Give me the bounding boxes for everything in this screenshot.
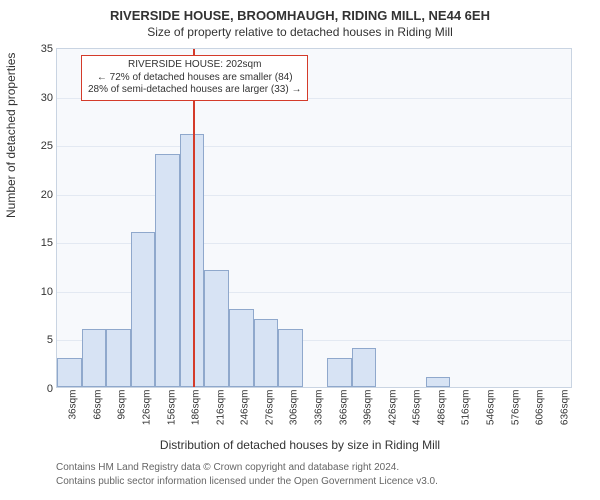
x-tick-label: 246sqm (240, 390, 251, 426)
x-tick-label: 636sqm (559, 390, 570, 426)
footer-copyright-1: Contains HM Land Registry data © Crown c… (56, 462, 399, 473)
x-tick-label: 486sqm (436, 390, 447, 426)
plot-area: 0510152025303536sqm66sqm96sqm126sqm156sq… (56, 48, 572, 388)
histogram-bar (254, 319, 279, 387)
histogram-bar (278, 329, 303, 387)
histogram-bar (327, 358, 352, 387)
y-axis-label: Number of detached properties (4, 53, 18, 218)
x-tick-label: 306sqm (289, 390, 300, 426)
x-tick-label: 126sqm (142, 390, 153, 426)
x-tick-label: 276sqm (264, 390, 275, 426)
y-tick-label: 0 (27, 383, 53, 395)
histogram-bar (204, 270, 229, 387)
histogram-bar (106, 329, 131, 387)
y-tick-label: 15 (27, 237, 53, 249)
page-title: RIVERSIDE HOUSE, BROOMHAUGH, RIDING MILL… (0, 0, 600, 23)
x-tick-label: 96sqm (117, 390, 128, 420)
x-tick-label: 216sqm (215, 390, 226, 426)
x-tick-label: 456sqm (412, 390, 423, 426)
x-tick-label: 366sqm (338, 390, 349, 426)
histogram-bar (82, 329, 107, 387)
footer-copyright-2: Contains public sector information licen… (56, 476, 438, 487)
histogram-bar (131, 232, 156, 387)
histogram-bar (352, 348, 377, 387)
x-tick-label: 36sqm (68, 390, 79, 420)
annotation-box: RIVERSIDE HOUSE: 202sqm← 72% of detached… (81, 55, 308, 101)
x-tick-label: 516sqm (461, 390, 472, 426)
x-tick-label: 156sqm (166, 390, 177, 426)
annotation-line: RIVERSIDE HOUSE: 202sqm (88, 59, 301, 72)
page-subtitle: Size of property relative to detached ho… (0, 23, 600, 39)
gridline (57, 195, 571, 196)
histogram-chart: 0510152025303536sqm66sqm96sqm126sqm156sq… (56, 48, 572, 388)
x-tick-label: 546sqm (486, 390, 497, 426)
y-tick-label: 25 (27, 140, 53, 152)
x-tick-label: 426sqm (387, 390, 398, 426)
x-axis-label: Distribution of detached houses by size … (0, 438, 600, 452)
y-tick-label: 5 (27, 334, 53, 346)
x-tick-label: 66sqm (92, 390, 103, 420)
histogram-bar (426, 377, 451, 387)
x-tick-label: 576sqm (510, 390, 521, 426)
y-tick-label: 20 (27, 189, 53, 201)
y-tick-label: 10 (27, 286, 53, 298)
histogram-bar (155, 154, 180, 387)
x-tick-label: 186sqm (191, 390, 202, 426)
x-tick-label: 396sqm (363, 390, 374, 426)
histogram-bar (229, 309, 254, 387)
y-tick-label: 30 (27, 92, 53, 104)
annotation-line: ← 72% of detached houses are smaller (84… (88, 72, 301, 85)
y-tick-label: 35 (27, 43, 53, 55)
x-tick-label: 606sqm (535, 390, 546, 426)
x-tick-label: 336sqm (314, 390, 325, 426)
gridline (57, 146, 571, 147)
annotation-line: 28% of semi-detached houses are larger (… (88, 84, 301, 97)
histogram-bar (57, 358, 82, 387)
